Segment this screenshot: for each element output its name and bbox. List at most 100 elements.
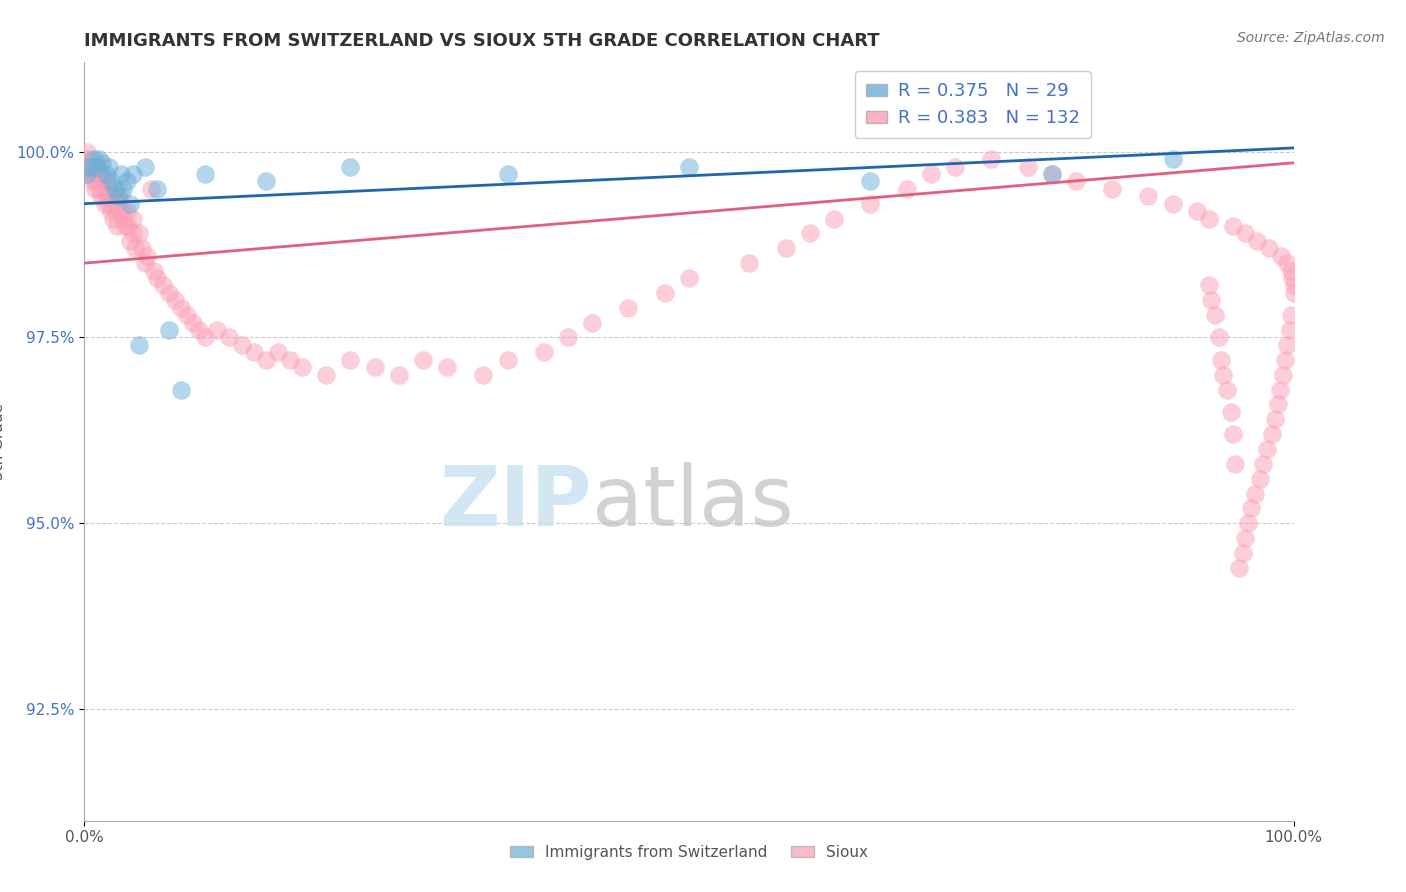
Sioux [86,160,108,174]
Immigrants from Switzerland [110,167,132,181]
Sioux [1246,234,1268,248]
Sioux [1243,486,1265,500]
Sioux [1270,249,1292,263]
Sioux [581,316,603,330]
Sioux [110,204,132,219]
Sioux [363,360,385,375]
Sioux [1282,285,1305,300]
Sioux [91,167,114,181]
Sioux [93,182,115,196]
Sioux [79,167,101,181]
Sioux [1234,227,1257,241]
Sioux [1277,338,1299,352]
Sioux [1270,383,1292,397]
Immigrants from Switzerland [104,182,127,196]
Sioux [1240,501,1263,516]
Immigrants from Switzerland [128,338,150,352]
Sioux [131,241,153,255]
Sioux [97,196,120,211]
Sioux [1017,160,1039,174]
Sioux [799,227,821,241]
Sioux [139,182,162,196]
Sioux [1201,293,1223,308]
Sioux [86,174,108,188]
Sioux [112,211,135,226]
Sioux [75,152,97,166]
Sioux [1185,204,1208,219]
Sioux [96,189,118,203]
Sioux [188,323,211,337]
Sioux [1267,397,1289,411]
Immigrants from Switzerland [86,160,108,174]
Sioux [152,278,174,293]
Sioux [77,152,100,166]
Legend: Immigrants from Switzerland, Sioux: Immigrants from Switzerland, Sioux [503,838,875,866]
Sioux [86,167,108,181]
Immigrants from Switzerland [496,167,519,181]
Sioux [254,352,277,367]
Sioux [1222,219,1244,233]
Immigrants from Switzerland [1161,152,1184,166]
Immigrants from Switzerland [94,167,117,181]
Sioux [87,182,110,196]
Sioux [84,182,107,196]
Sioux [97,182,120,196]
Immigrants from Switzerland [79,160,101,174]
Sioux [1219,405,1241,419]
Sioux [77,160,100,174]
Sioux [557,330,579,344]
Sioux [1264,412,1286,426]
Sioux [388,368,411,382]
Sioux [496,352,519,367]
Sioux [83,167,105,181]
Immigrants from Switzerland [170,383,193,397]
Sioux [170,301,193,315]
Sioux [242,345,264,359]
Sioux [107,196,129,211]
Sioux [157,285,180,300]
Sioux [1161,196,1184,211]
Sioux [1040,167,1063,181]
Sioux [1064,174,1087,188]
Sioux [678,271,700,285]
Immigrants from Switzerland [115,174,138,188]
Sioux [1278,323,1301,337]
Sioux [738,256,761,270]
Sioux [110,189,132,203]
Immigrants from Switzerland [100,174,122,188]
Sioux [1253,457,1275,471]
Sioux [100,204,122,219]
Immigrants from Switzerland [1040,167,1063,181]
Sioux [1101,182,1123,196]
Sioux [859,196,882,211]
Sioux [1216,383,1239,397]
Immigrants from Switzerland [107,189,129,203]
Sioux [1209,352,1232,367]
Immigrants from Switzerland [83,152,105,166]
Sioux [1204,308,1226,322]
Sioux [654,285,676,300]
Sioux [412,352,434,367]
Sioux [103,211,125,226]
Sioux [121,211,143,226]
Sioux [943,160,966,174]
Sioux [82,174,104,188]
Immigrants from Switzerland [120,196,142,211]
Sioux [194,330,217,344]
Y-axis label: 5th Grade: 5th Grade [0,403,6,480]
Sioux [117,219,139,233]
Immigrants from Switzerland [254,174,277,188]
Sioux [775,241,797,255]
Sioux [920,167,942,181]
Sioux [278,352,301,367]
Sioux [1279,308,1302,322]
Sioux [1137,189,1160,203]
Sioux [115,204,138,219]
Sioux [436,360,458,375]
Sioux [1232,546,1254,560]
Sioux [1222,427,1244,442]
Sioux [176,308,198,322]
Sioux [1281,271,1303,285]
Sioux [80,160,103,174]
Sioux [128,227,150,241]
